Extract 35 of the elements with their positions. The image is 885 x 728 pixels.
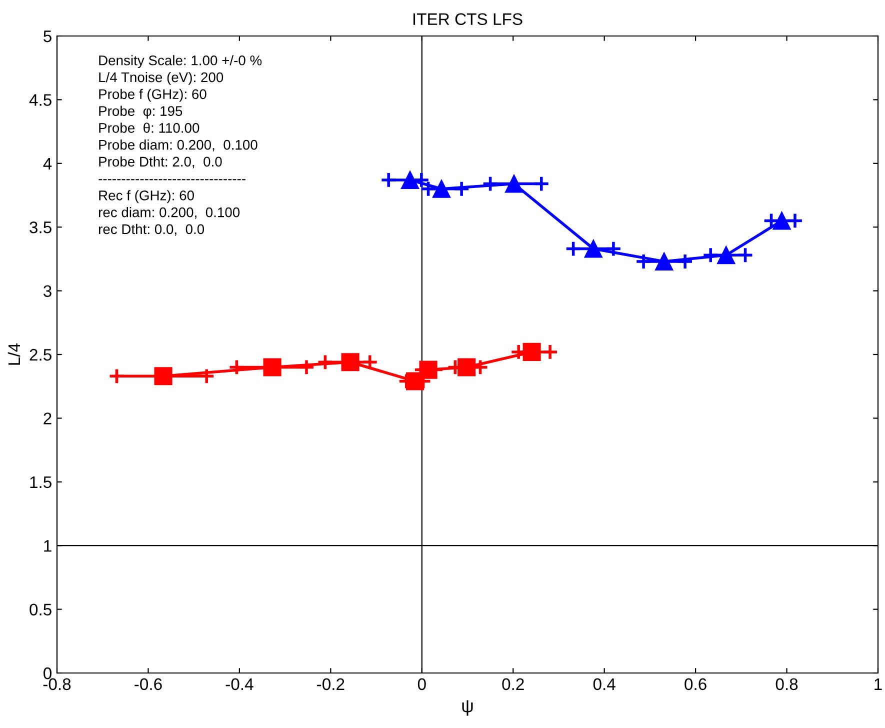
x-tick-label: 0.8	[776, 678, 798, 690]
x-tick-label: -0.4	[226, 678, 254, 690]
y-tick-label: 2	[44, 412, 52, 424]
y-tick-label: 0	[44, 667, 52, 680]
x-tick-label: -0.8	[43, 678, 71, 690]
x-tick-label: -0.2	[317, 678, 344, 690]
annotation: --------------------------------	[98, 179, 246, 180]
y-tick-label: 2.5	[30, 348, 52, 361]
y-tick-label: 5	[44, 30, 52, 42]
x-tick-label: -0.6	[134, 678, 162, 690]
annotation: Rec f (GHz): 60	[99, 190, 194, 204]
x-tick-label: 0.4	[593, 678, 616, 690]
x-tick-label: 0.6	[684, 678, 706, 690]
annotation: Density Scale: 1.00 +/-0 %	[99, 55, 262, 68]
x-axis-title: ψ	[462, 700, 473, 716]
y-tick-label: 3	[44, 285, 52, 298]
annotation: Probe f (GHz): 60	[99, 88, 206, 102]
y-tick-label: 1	[44, 540, 52, 552]
annotation: rec diam: 0.200, 0.100	[98, 207, 240, 219]
annotation: Probe diam: 0.200, 0.100	[99, 140, 258, 152]
y-tick-label: 4	[43, 158, 52, 170]
y-tick-label: 4.5	[29, 94, 52, 106]
annotation: Probe Dtht: 2.0, 0.0	[99, 156, 222, 168]
x-tick-label: 0.2	[502, 678, 524, 690]
chart-title: ITER CTS LFS	[413, 13, 522, 26]
annotation: rec Dtht: 0.0, 0.0	[98, 224, 204, 236]
y-axis-title: L/4	[8, 343, 20, 365]
annotation: L/4 Tnoise (eV): 200	[99, 72, 224, 85]
annotation: Probe θ: 110.00	[99, 122, 200, 133]
y-tick-label: 1.5	[30, 476, 52, 488]
x-tick-label: 1	[874, 678, 882, 690]
x-tick-label: 0	[418, 678, 426, 690]
y-tick-label: 0.5	[30, 604, 52, 616]
annotation: Probe φ: 195	[99, 106, 182, 119]
y-tick-label: 3.5	[30, 222, 52, 234]
